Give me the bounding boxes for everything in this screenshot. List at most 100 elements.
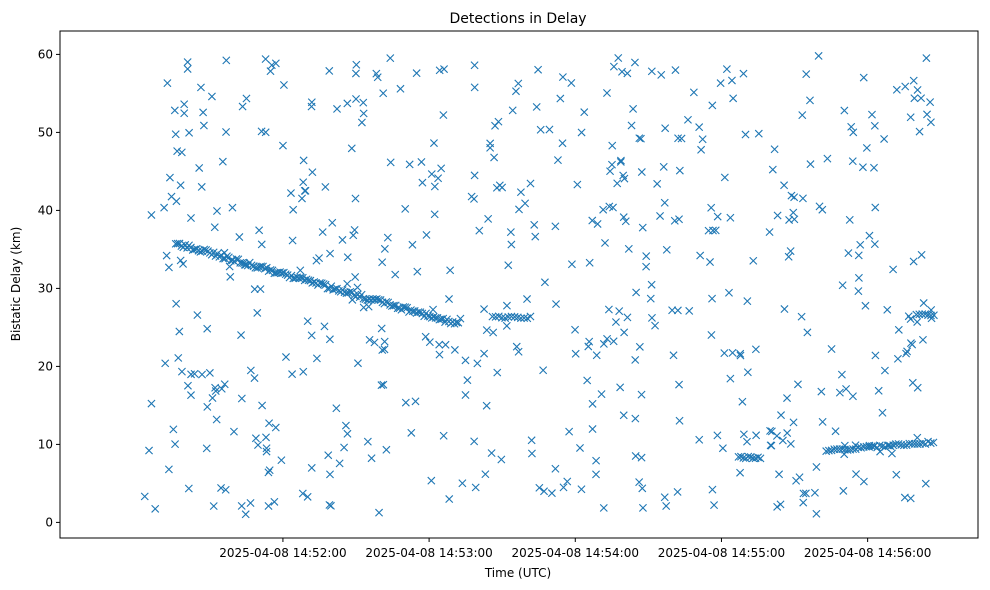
detection-point <box>365 335 374 344</box>
detection-point <box>508 106 517 115</box>
detection-point <box>608 141 617 150</box>
detection-point <box>326 470 334 479</box>
detection-point <box>915 127 924 136</box>
detection-point <box>917 94 926 103</box>
detection-point <box>218 157 227 166</box>
x-tick-label: 2025-04-08 14:55:00 <box>658 546 785 560</box>
detection-point <box>265 419 274 428</box>
detection-point <box>353 283 362 292</box>
detection-point <box>348 295 357 304</box>
detection-point <box>257 240 266 249</box>
detection-point <box>482 401 491 410</box>
detection-point <box>380 345 389 354</box>
detection-point <box>786 247 795 256</box>
detection-point <box>632 288 641 297</box>
detection-point <box>656 211 665 220</box>
detection-point <box>504 312 513 321</box>
detection-point <box>677 134 686 143</box>
detection-point <box>573 180 582 189</box>
detection-point <box>308 278 317 287</box>
detection-point <box>751 345 760 354</box>
detection-point <box>380 244 389 253</box>
detection-point <box>739 69 748 78</box>
detection-point <box>889 265 898 274</box>
detection-point <box>736 351 745 360</box>
detection-point <box>164 465 173 474</box>
detection-point <box>427 476 436 485</box>
detection-point <box>271 59 280 68</box>
detection-point <box>171 130 180 139</box>
detection-point <box>874 386 883 395</box>
detection-point <box>333 104 342 113</box>
detection-point <box>607 160 616 169</box>
detection-point <box>716 79 725 88</box>
detection-point <box>349 231 358 240</box>
detection-point <box>331 285 340 294</box>
detection-point <box>675 380 684 389</box>
detection-point <box>618 67 626 76</box>
detection-point <box>629 104 638 113</box>
detection-point <box>584 342 593 351</box>
detection-point <box>510 312 519 321</box>
detection-point <box>604 305 613 314</box>
detection-point <box>893 354 902 363</box>
detection-point <box>278 141 287 150</box>
detection-point <box>743 368 752 377</box>
detection-point <box>902 349 911 358</box>
detection-point <box>258 401 267 410</box>
detection-point <box>552 300 561 309</box>
detection-point <box>789 208 798 217</box>
detection-point <box>777 411 786 420</box>
detection-point <box>653 179 662 188</box>
detection-point <box>351 194 360 203</box>
detection-point <box>484 214 493 223</box>
detection-point <box>903 347 912 356</box>
detection-point <box>389 301 398 310</box>
detection-point <box>264 468 273 477</box>
detection-point <box>871 351 880 360</box>
detection-point <box>430 210 439 219</box>
detection-point <box>511 87 520 96</box>
detection-point <box>766 441 775 450</box>
detection-point <box>577 485 586 494</box>
detection-point <box>865 231 874 240</box>
detection-point <box>599 339 608 348</box>
detection-point <box>196 83 205 92</box>
detection-point <box>849 445 858 454</box>
detection-point <box>303 317 312 326</box>
detection-point <box>876 447 885 456</box>
detection-point <box>738 397 747 406</box>
detection-point <box>364 302 373 311</box>
detection-point <box>852 470 861 479</box>
detection-point <box>473 359 482 368</box>
detection-point <box>660 198 669 207</box>
detection-point <box>427 313 436 322</box>
detection-point <box>708 101 717 110</box>
detection-point <box>296 273 305 282</box>
detection-point <box>450 345 459 354</box>
detection-point <box>379 89 388 98</box>
detection-point <box>300 186 309 195</box>
detection-point <box>480 349 489 358</box>
detection-point <box>812 463 821 471</box>
detection-point <box>315 254 324 263</box>
detection-point <box>801 489 810 498</box>
detection-point <box>174 353 183 362</box>
detection-point <box>256 285 265 294</box>
detection-point <box>271 423 280 432</box>
detection-point <box>445 295 453 304</box>
detection-point <box>445 495 454 504</box>
detection-point <box>403 303 412 312</box>
y-tick-label: 10 <box>38 437 53 451</box>
detection-point <box>173 239 182 248</box>
detection-point <box>246 498 255 507</box>
detection-point <box>698 135 707 144</box>
detection-point <box>228 203 237 212</box>
detection-point <box>325 335 334 344</box>
detection-point <box>647 280 656 289</box>
detection-point <box>370 338 379 347</box>
detection-point <box>726 213 735 222</box>
detection-point <box>823 154 832 163</box>
detection-point <box>614 54 623 62</box>
detection-point <box>520 314 529 323</box>
